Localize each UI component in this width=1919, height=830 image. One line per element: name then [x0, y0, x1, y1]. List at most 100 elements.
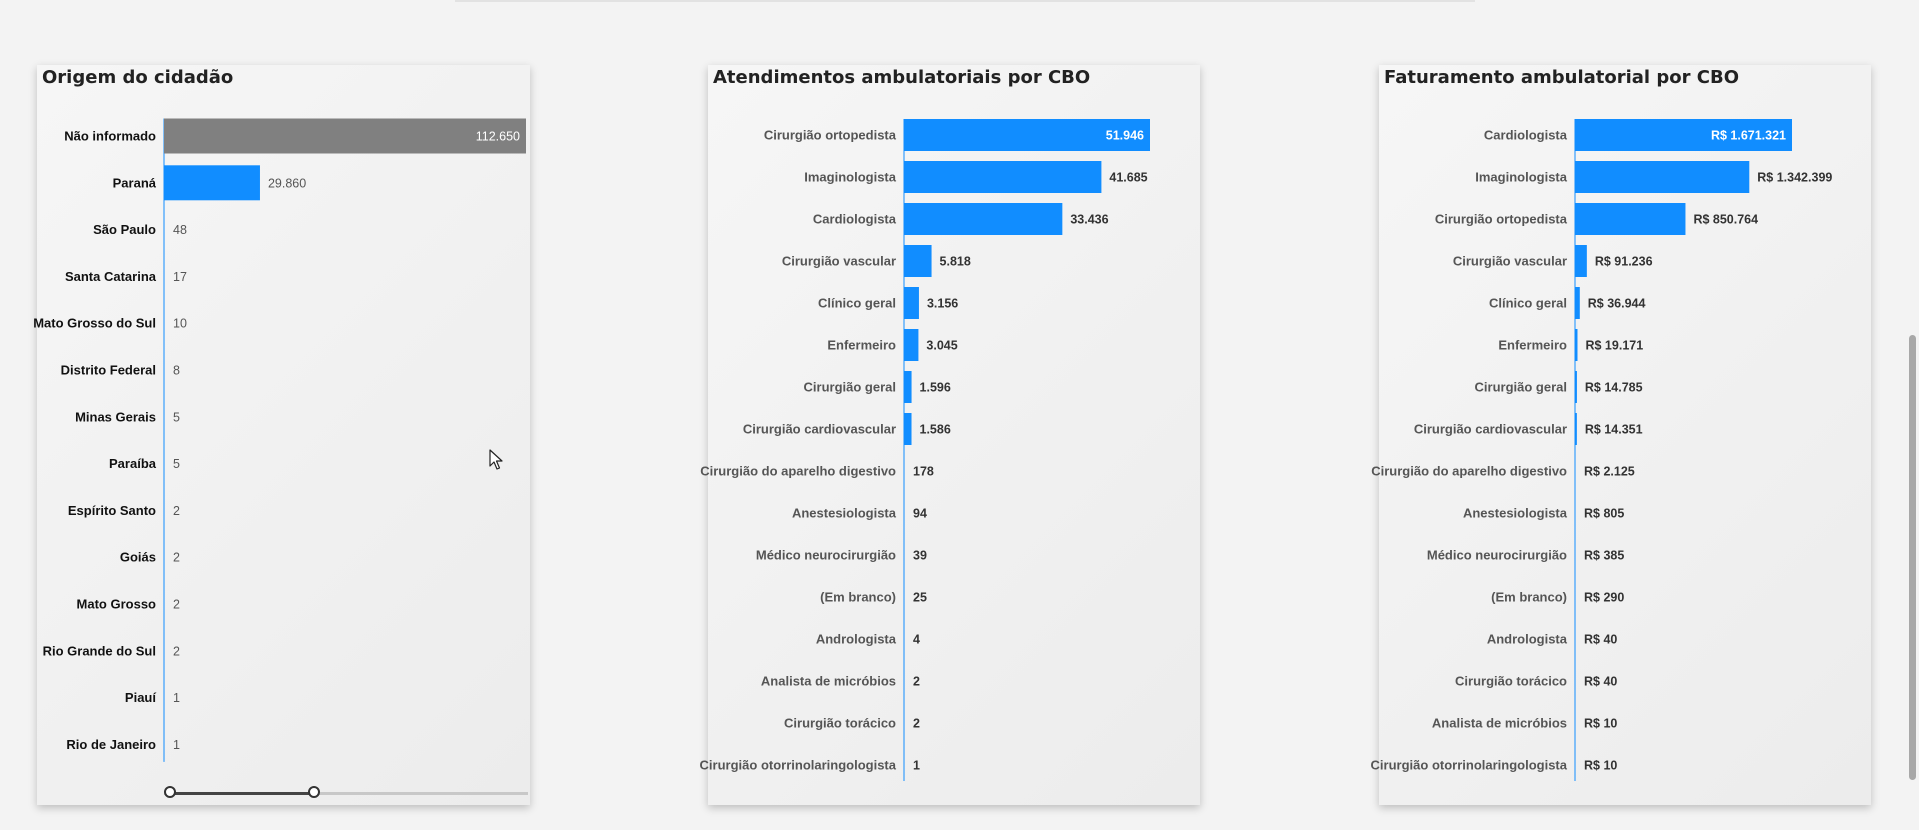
bar — [904, 371, 912, 403]
data-label: R$ 1.342.399 — [1757, 171, 1832, 185]
data-label: R$ 385 — [1584, 549, 1624, 563]
chart-panel-origem-cidadao[interactable]: Origem do cidadão Não informado 112.650 Pa… — [33, 65, 530, 805]
slider-track[interactable] — [164, 792, 528, 795]
category-label: Médico neurocirurgião — [756, 548, 896, 563]
data-label: 3.045 — [926, 339, 957, 353]
data-label: R$ 850.764 — [1693, 213, 1758, 227]
data-label: R$ 40 — [1584, 675, 1617, 689]
category-label: Minas Gerais — [75, 409, 156, 424]
category-label: Cirurgião do aparelho digestivo — [700, 464, 896, 479]
category-label: Mato Grosso — [77, 597, 157, 612]
category-label: Enfermeiro — [827, 338, 896, 353]
data-label: 1.596 — [920, 381, 951, 395]
bar — [164, 165, 260, 201]
category-label: Goiás — [120, 550, 156, 565]
page-scrollbar[interactable] — [1905, 0, 1919, 830]
category-label: Paraná — [113, 175, 157, 190]
data-label: 3.156 — [927, 297, 958, 311]
category-label: (Em branco) — [820, 590, 896, 605]
bar — [904, 161, 1102, 193]
mouse-cursor-icon — [489, 449, 503, 470]
bar-chart-origem: Não informado 112.650 Paraná 29.860 São Paul… — [33, 118, 526, 762]
data-label: 94 — [913, 507, 927, 521]
bar — [1575, 119, 1792, 151]
bar — [904, 413, 912, 445]
bar — [904, 119, 1150, 151]
data-label: 178 — [913, 465, 934, 479]
category-label: Cirurgião torácico — [784, 716, 896, 731]
data-label: 2 — [913, 675, 920, 689]
bar — [1575, 287, 1580, 319]
chart-title: Faturamento ambulatorial por CBO — [1384, 67, 1739, 88]
category-label: Cirurgião geral — [1475, 380, 1567, 395]
bar — [904, 287, 919, 319]
category-label: Andrologista — [1487, 632, 1568, 647]
category-label: Cirurgião otorrinolaringologista — [700, 758, 897, 773]
data-label: 48 — [173, 223, 187, 237]
bar-chart-atendimentos: Cirurgião ortopedista 51.946 Imaginologist… — [700, 119, 1150, 781]
data-label: 33.436 — [1070, 213, 1108, 227]
category-label: (Em branco) — [1491, 590, 1567, 605]
category-label: Analista de micróbios — [761, 674, 896, 689]
data-label: 25 — [913, 591, 927, 605]
category-label: Clínico geral — [1489, 296, 1567, 311]
category-label: Enfermeiro — [1498, 338, 1567, 353]
chart-title: Atendimentos ambulatoriais por CBO — [713, 67, 1091, 88]
bar — [1575, 329, 1578, 361]
bar — [1575, 371, 1577, 403]
data-label: 10 — [173, 317, 187, 331]
category-label: Rio Grande do Sul — [43, 643, 156, 658]
slider-range-fill — [170, 792, 315, 795]
data-label: 5 — [173, 410, 180, 424]
data-label: 5.818 — [940, 255, 971, 269]
data-label: 4 — [913, 633, 920, 647]
chart-panel-atendimentos[interactable]: Atendimentos ambulatoriais por CBO Cirur… — [700, 65, 1200, 805]
data-label: R$ 40 — [1584, 633, 1617, 647]
data-label: R$ 36.944 — [1588, 297, 1646, 311]
bar — [1575, 161, 1750, 193]
category-label: Cirurgião ortopedista — [764, 128, 897, 143]
category-label: Espírito Santo — [68, 503, 156, 518]
data-label: 1 — [173, 738, 180, 752]
data-label: 8 — [173, 364, 180, 378]
category-label: Cirurgião do aparelho digestivo — [1371, 464, 1567, 479]
bar — [904, 329, 919, 361]
range-slider[interactable] — [164, 786, 528, 800]
bar — [904, 203, 1063, 235]
category-label: Andrologista — [816, 632, 897, 647]
data-label: R$ 1.671.321 — [1711, 129, 1786, 143]
data-label: 1.586 — [920, 423, 951, 437]
data-label: R$ 14.785 — [1585, 381, 1643, 395]
category-label: Paraíba — [109, 456, 157, 471]
chart-panel-faturamento[interactable]: Faturamento ambulatorial por CBO Cardiol… — [1371, 65, 1871, 805]
bar — [904, 245, 932, 277]
slider-start-handle[interactable] — [164, 786, 176, 798]
category-label: Anestesiologista — [792, 506, 897, 521]
data-label: 39 — [913, 549, 927, 563]
data-label: R$ 2.125 — [1584, 465, 1635, 479]
category-label: Cirurgião otorrinolaringologista — [1371, 758, 1568, 773]
scrollbar-thumb[interactable] — [1909, 335, 1916, 780]
category-label: Analista de micróbios — [1432, 716, 1567, 731]
category-label: Cirurgião torácico — [1455, 674, 1567, 689]
category-label: Imaginologista — [1475, 170, 1568, 185]
data-label: R$ 14.351 — [1585, 423, 1643, 437]
category-label: Clínico geral — [818, 296, 896, 311]
data-label: 1 — [173, 691, 180, 705]
data-label: R$ 290 — [1584, 591, 1624, 605]
category-label: Cirurgião geral — [804, 380, 896, 395]
category-label: Cirurgião vascular — [1453, 254, 1567, 269]
category-label: Piauí — [125, 690, 156, 705]
bar — [1575, 203, 1686, 235]
category-label: Médico neurocirurgião — [1427, 548, 1567, 563]
chart-title: Origem do cidadão — [42, 67, 234, 88]
category-label: Cardiologista — [1484, 128, 1568, 143]
category-label: Cirurgião vascular — [782, 254, 896, 269]
category-label: Mato Grosso do Sul — [33, 316, 156, 331]
slider-end-handle[interactable] — [308, 786, 321, 798]
data-label: 5 — [173, 457, 180, 471]
category-label: Cirurgião ortopedista — [1435, 212, 1568, 227]
data-label: R$ 19.171 — [1585, 339, 1643, 353]
bar — [164, 118, 526, 154]
category-label: São Paulo — [93, 222, 156, 237]
